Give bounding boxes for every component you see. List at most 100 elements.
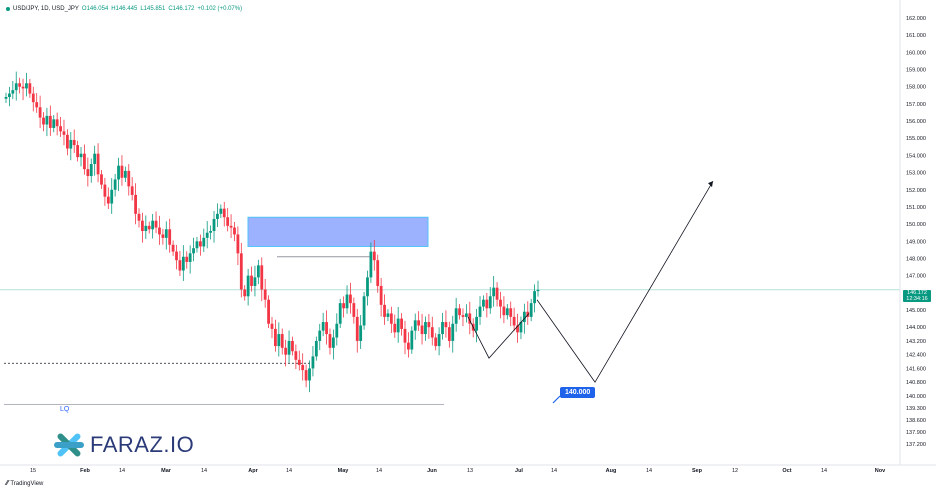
candle[interactable] <box>181 245 185 281</box>
candle[interactable] <box>321 312 325 337</box>
candle[interactable] <box>468 301 472 335</box>
candle[interactable] <box>410 326 414 354</box>
candle[interactable] <box>175 244 178 270</box>
candle[interactable] <box>93 145 97 176</box>
candle[interactable] <box>499 291 502 319</box>
candle[interactable] <box>512 307 516 331</box>
candle[interactable] <box>400 313 403 336</box>
symbol-label[interactable]: USD/JPY, 1D, USD_JPY <box>13 6 79 12</box>
candle[interactable] <box>168 218 172 253</box>
candle[interactable] <box>328 328 332 355</box>
candle[interactable] <box>437 327 441 356</box>
candle[interactable] <box>48 105 52 136</box>
candle[interactable] <box>76 140 80 162</box>
candle[interactable] <box>366 270 369 306</box>
candle[interactable] <box>141 212 144 243</box>
candle[interactable] <box>195 237 199 253</box>
candle[interactable] <box>502 296 506 324</box>
y-axis[interactable]: 162.000 161.000 160.000 159.000 158.000 157.0… <box>899 0 926 465</box>
candle[interactable] <box>110 178 114 214</box>
x-axis[interactable]: 15 Feb 14 Mar 14 Apr 14 May 14 Jun 13 Jul 14 Aug 14 Sep… <box>0 464 936 474</box>
candle[interactable] <box>291 336 294 356</box>
candle[interactable] <box>325 310 328 345</box>
candle[interactable] <box>458 304 461 320</box>
candle[interactable] <box>185 251 189 269</box>
candle[interactable] <box>284 339 288 367</box>
candle[interactable] <box>130 177 134 201</box>
candle[interactable] <box>83 144 86 175</box>
candle[interactable] <box>229 214 233 238</box>
candle[interactable] <box>304 364 308 388</box>
candle[interactable] <box>495 282 499 307</box>
candle[interactable] <box>335 313 339 346</box>
candle[interactable] <box>18 77 22 94</box>
candle[interactable] <box>52 115 56 133</box>
candle[interactable] <box>236 226 240 265</box>
candle[interactable] <box>396 306 400 343</box>
supply-zone[interactable] <box>247 216 429 247</box>
candle[interactable] <box>62 119 66 146</box>
candle[interactable] <box>297 350 301 371</box>
target-price-label[interactable]: 140.000 <box>560 387 596 398</box>
candle[interactable] <box>277 322 281 357</box>
candle[interactable] <box>318 323 322 351</box>
candle[interactable] <box>117 157 120 192</box>
candle[interactable] <box>434 333 438 351</box>
candle[interactable] <box>103 177 107 206</box>
candle[interactable] <box>205 221 209 249</box>
candle[interactable] <box>482 295 485 311</box>
candle[interactable] <box>21 78 25 101</box>
candle[interactable] <box>209 225 213 240</box>
candle[interactable] <box>263 278 267 308</box>
candle[interactable] <box>113 173 117 197</box>
candle[interactable] <box>393 314 397 338</box>
candle[interactable] <box>161 228 165 245</box>
candle[interactable] <box>372 239 376 271</box>
candle[interactable] <box>45 107 49 137</box>
candle[interactable] <box>4 92 8 104</box>
candle[interactable] <box>338 298 342 329</box>
candle[interactable] <box>239 242 243 298</box>
candle[interactable] <box>451 315 455 353</box>
candle[interactable] <box>69 131 73 161</box>
candle[interactable] <box>147 221 151 234</box>
candle[interactable] <box>31 86 35 112</box>
candle[interactable] <box>478 296 482 325</box>
candle[interactable] <box>222 201 226 227</box>
candle[interactable] <box>226 208 230 232</box>
candle[interactable] <box>417 311 421 331</box>
candle[interactable] <box>342 296 346 318</box>
candle[interactable] <box>55 112 59 136</box>
candle[interactable] <box>192 237 195 262</box>
candle[interactable] <box>294 344 298 370</box>
candle[interactable] <box>256 259 260 285</box>
candle[interactable] <box>461 308 465 327</box>
harmonic-line[interactable] <box>467 313 530 359</box>
candle[interactable] <box>485 292 489 318</box>
candle[interactable] <box>533 284 536 313</box>
candle[interactable] <box>243 285 247 301</box>
candle[interactable] <box>120 155 124 186</box>
candle[interactable] <box>253 265 257 297</box>
candle[interactable] <box>106 187 110 210</box>
projection-path[interactable] <box>467 180 714 404</box>
candle[interactable] <box>407 332 410 358</box>
candle[interactable] <box>233 222 236 242</box>
candle[interactable] <box>355 308 359 353</box>
candle[interactable] <box>362 291 366 330</box>
candle[interactable] <box>509 301 513 327</box>
candle[interactable] <box>171 240 175 256</box>
candle[interactable] <box>454 297 458 332</box>
candle[interactable] <box>212 211 216 243</box>
candle[interactable] <box>154 211 158 234</box>
candle[interactable] <box>219 204 223 219</box>
tradingview-logo[interactable]: ⁄⁄ TradingView <box>6 480 43 487</box>
candle[interactable] <box>42 112 45 132</box>
candle[interactable] <box>14 71 18 101</box>
candle[interactable] <box>134 183 137 225</box>
candle[interactable] <box>386 309 390 322</box>
candle[interactable] <box>413 313 417 340</box>
candle[interactable] <box>8 86 11 107</box>
candle[interactable] <box>403 320 407 355</box>
candle[interactable] <box>519 316 523 340</box>
